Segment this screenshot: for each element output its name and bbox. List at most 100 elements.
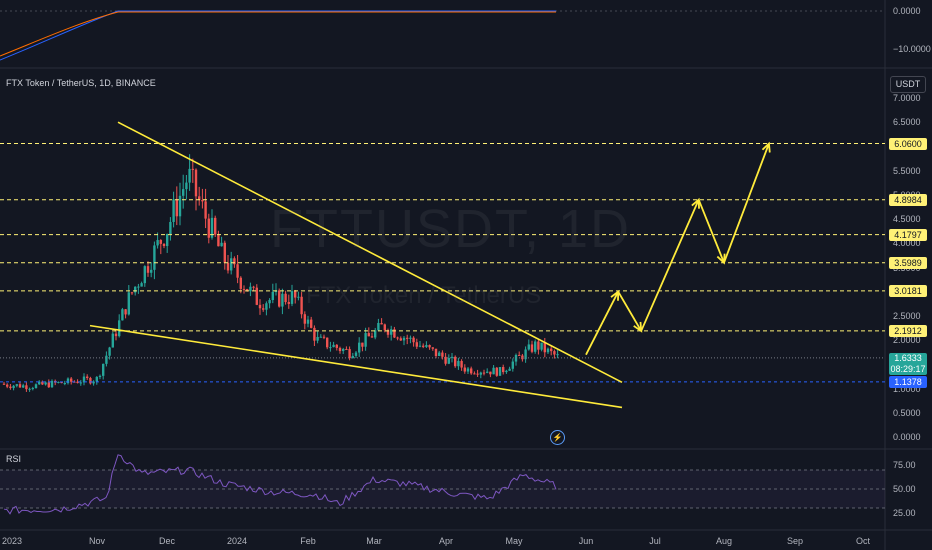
time-tick: May [505, 536, 523, 546]
candle-body [460, 360, 463, 368]
candle-body [313, 327, 316, 341]
candle-body [114, 333, 118, 337]
candle-body [226, 262, 230, 271]
price-tick: 5.5000 [893, 165, 921, 176]
candle-body [306, 319, 310, 324]
candle-body [511, 361, 514, 369]
candle-body [348, 349, 351, 359]
time-tick: Apr [438, 536, 454, 546]
price-tag-level: 4.1797 [889, 228, 927, 241]
top-indicator-level-1: −10.0000 [893, 44, 931, 54]
candle-body [450, 356, 454, 358]
time-tick: Jul [649, 536, 661, 546]
candle-body [198, 196, 201, 201]
candle-body [281, 293, 284, 307]
candle-body [66, 378, 70, 384]
candle-body [249, 286, 252, 292]
projection-segment [697, 199, 725, 263]
candle-body [530, 344, 534, 352]
candle-body [34, 384, 38, 389]
candle-body [166, 233, 169, 247]
horizontal-levels [0, 143, 885, 383]
candle-body [287, 302, 290, 304]
candle-body [396, 337, 399, 339]
candle-body [502, 367, 505, 373]
candle-body [402, 337, 406, 341]
candle-body [9, 386, 12, 389]
time-tick: Oct [855, 536, 871, 546]
candle-body [319, 336, 322, 338]
time-tick: 2024 [226, 536, 248, 546]
candle-body [364, 333, 367, 347]
candles-layer [2, 154, 559, 392]
candle-body [95, 376, 98, 382]
candle-body [518, 354, 521, 356]
candle-body [431, 347, 434, 349]
candle-body [105, 355, 108, 364]
candle-body [182, 189, 185, 196]
candle-body [454, 356, 457, 367]
candle-body [143, 266, 146, 284]
signal-line [0, 11, 556, 57]
rsi-tick: 25.00 [893, 507, 916, 518]
candle-body [354, 352, 358, 356]
candle-body [207, 218, 210, 238]
candle-body [47, 382, 50, 388]
candle-body [534, 341, 537, 352]
candle-body [258, 304, 262, 309]
candle-body [92, 381, 95, 384]
candle-body [230, 258, 233, 271]
candle-body [342, 348, 345, 352]
candle-body [380, 322, 383, 325]
candle-body [540, 342, 543, 350]
candle-body [12, 385, 15, 389]
top-indicator-pane [0, 10, 885, 61]
lightning-icon[interactable]: ⚡ [550, 430, 565, 445]
candle-body [146, 266, 150, 273]
rsi-title[interactable]: RSI [6, 454, 22, 464]
projection-segment [723, 143, 770, 263]
candle-body [412, 337, 415, 343]
candle-body [447, 357, 450, 364]
candle-body [41, 381, 44, 385]
candle-body [86, 376, 89, 378]
candle-body [361, 342, 364, 347]
price-tick: 7.0000 [893, 93, 921, 103]
candle-body [82, 376, 86, 383]
candle-body [236, 264, 239, 278]
candle-body [524, 349, 527, 360]
rsi-tick: 50.00 [893, 484, 916, 494]
candle-body [329, 347, 332, 349]
countdown: 08:29:17 [890, 364, 926, 374]
candle-body [44, 382, 47, 385]
symbol-title[interactable]: FTX Token / TetherUS, 1D, BINANCE [6, 78, 156, 88]
candle-body [393, 329, 396, 338]
rsi-line [3, 454, 557, 515]
candle-body [543, 342, 546, 353]
price-tag-level: 3.5989 [889, 256, 927, 269]
candle-body [438, 352, 441, 356]
candle-body [498, 367, 502, 376]
time-tick: Feb [300, 536, 316, 546]
last-price-tag: 1.6333 08:29:17 [889, 353, 927, 375]
currency-button[interactable]: USDT [890, 76, 926, 93]
candle-body [242, 288, 246, 290]
last-price-value: 1.6333 [894, 353, 922, 363]
candle-body [255, 287, 258, 305]
price-tick: 0.5000 [893, 407, 921, 418]
candle-body [162, 243, 166, 247]
candle-body [188, 168, 191, 183]
candle-body [441, 352, 444, 357]
candle-body [537, 341, 540, 350]
candle-body [191, 168, 194, 170]
projection-path [585, 141, 771, 356]
upper-trendline [117, 121, 623, 383]
candle-body [156, 240, 159, 246]
candle-body [22, 385, 25, 388]
price-tick: 6.5000 [893, 117, 921, 128]
trend-lines [89, 121, 623, 409]
candle-body [223, 242, 226, 263]
candle-body [434, 348, 438, 356]
